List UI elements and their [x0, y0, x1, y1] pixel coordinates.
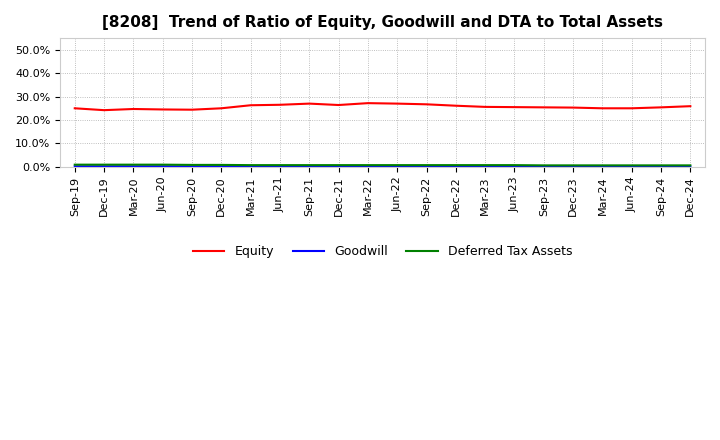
Deferred Tax Assets [510, 162, 519, 168]
Deferred Tax Assets [686, 163, 695, 168]
Equity [217, 106, 225, 111]
Equity [71, 106, 79, 111]
Goodwill [686, 164, 695, 169]
Deferred Tax Assets [129, 162, 138, 167]
Deferred Tax Assets [657, 163, 665, 168]
Equity [510, 104, 519, 110]
Goodwill [305, 164, 314, 169]
Deferred Tax Assets [451, 162, 460, 168]
Goodwill [246, 164, 255, 169]
Deferred Tax Assets [71, 162, 79, 167]
Goodwill [598, 164, 607, 169]
Goodwill [188, 164, 197, 169]
Equity [481, 104, 490, 110]
Equity [627, 106, 636, 111]
Goodwill [334, 164, 343, 169]
Goodwill [393, 164, 402, 169]
Deferred Tax Assets [627, 163, 636, 168]
Equity [364, 100, 372, 106]
Deferred Tax Assets [569, 163, 577, 168]
Deferred Tax Assets [598, 163, 607, 168]
Goodwill [657, 164, 665, 169]
Goodwill [510, 164, 519, 169]
Deferred Tax Assets [276, 162, 284, 168]
Goodwill [364, 164, 372, 169]
Equity [129, 106, 138, 112]
Deferred Tax Assets [158, 162, 167, 167]
Goodwill [539, 164, 548, 169]
Goodwill [276, 164, 284, 169]
Deferred Tax Assets [422, 162, 431, 168]
Equity [539, 105, 548, 110]
Equity [158, 107, 167, 112]
Goodwill [217, 164, 225, 169]
Deferred Tax Assets [188, 162, 197, 168]
Line: Equity: Equity [75, 103, 690, 110]
Goodwill [129, 164, 138, 169]
Deferred Tax Assets [217, 162, 225, 168]
Goodwill [71, 164, 79, 169]
Deferred Tax Assets [100, 162, 109, 167]
Goodwill [422, 164, 431, 169]
Deferred Tax Assets [246, 162, 255, 168]
Title: [8208]  Trend of Ratio of Equity, Goodwill and DTA to Total Assets: [8208] Trend of Ratio of Equity, Goodwil… [102, 15, 663, 30]
Equity [686, 103, 695, 109]
Goodwill [481, 164, 490, 169]
Equity [451, 103, 460, 108]
Deferred Tax Assets [334, 162, 343, 168]
Equity [276, 102, 284, 107]
Deferred Tax Assets [481, 162, 490, 168]
Goodwill [158, 164, 167, 169]
Equity [598, 106, 607, 111]
Equity [393, 101, 402, 106]
Deferred Tax Assets [393, 162, 402, 168]
Goodwill [627, 164, 636, 169]
Equity [334, 103, 343, 108]
Goodwill [569, 164, 577, 169]
Deferred Tax Assets [539, 163, 548, 168]
Goodwill [100, 164, 109, 169]
Equity [305, 101, 314, 106]
Goodwill [451, 164, 460, 169]
Equity [100, 107, 109, 113]
Equity [188, 107, 197, 112]
Legend: Equity, Goodwill, Deferred Tax Assets: Equity, Goodwill, Deferred Tax Assets [188, 240, 577, 263]
Equity [246, 103, 255, 108]
Equity [569, 105, 577, 110]
Deferred Tax Assets [364, 162, 372, 168]
Deferred Tax Assets [305, 162, 314, 168]
Equity [422, 102, 431, 107]
Equity [657, 105, 665, 110]
